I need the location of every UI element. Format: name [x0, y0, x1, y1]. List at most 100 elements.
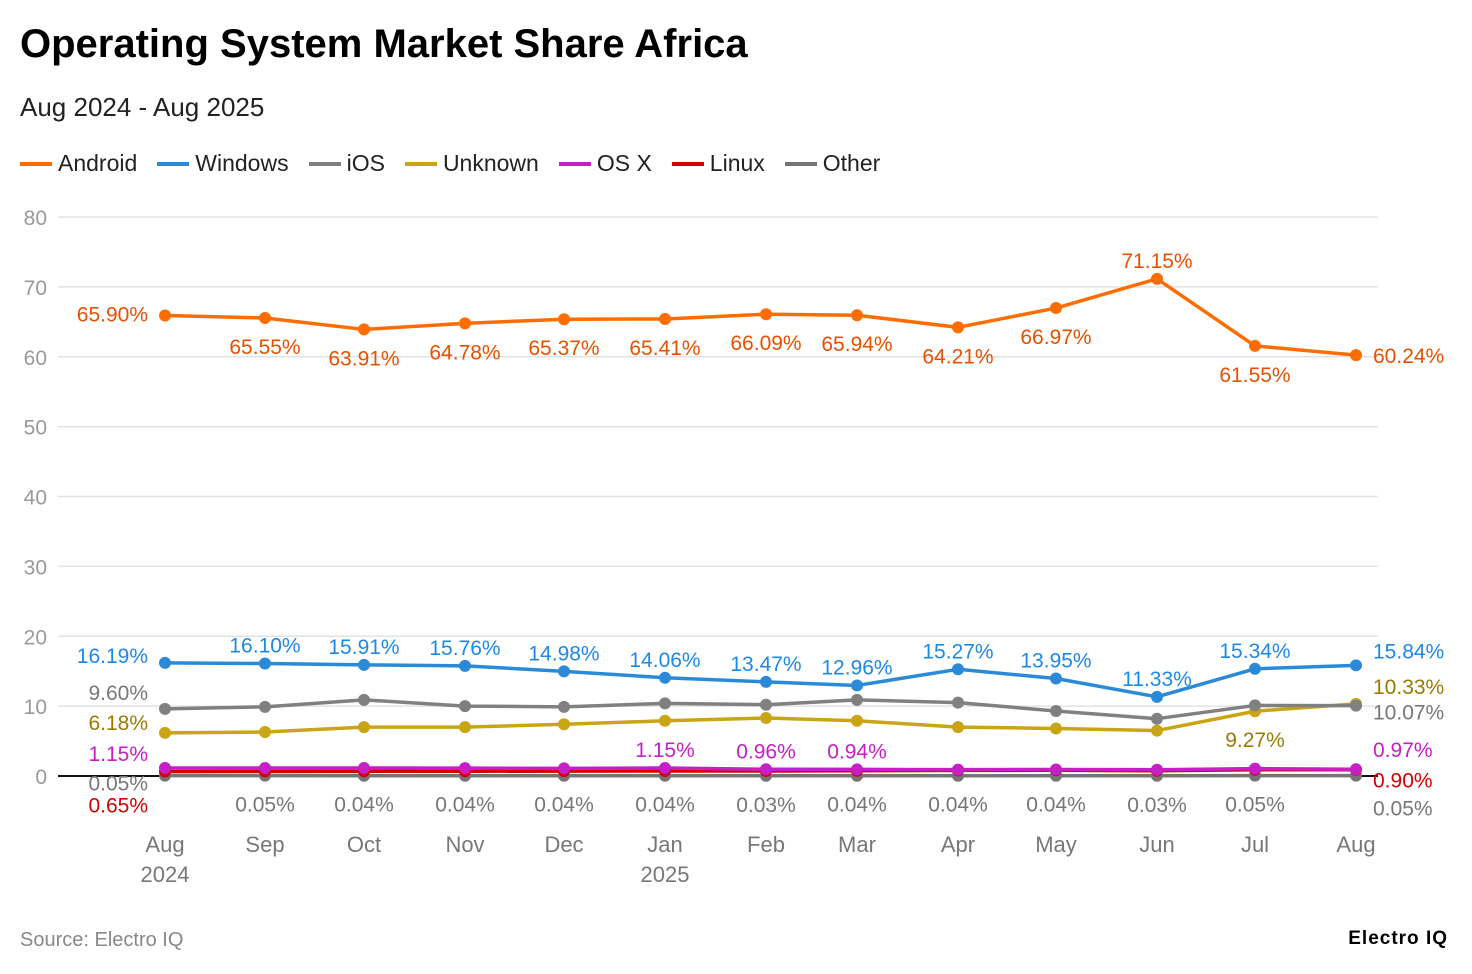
data-label: 14.98%: [528, 642, 599, 665]
source-note: Source: Electro IQ: [20, 929, 184, 951]
data-label: 0.04%: [334, 794, 394, 817]
data-label: 15.91%: [328, 636, 399, 659]
data-label: 0.96%: [736, 740, 796, 763]
legend-label: Windows: [195, 150, 289, 176]
legend-swatch: [308, 161, 341, 166]
data-point: [760, 698, 772, 711]
data-label: 15.84%: [1373, 640, 1444, 663]
legend-label: Other: [822, 150, 881, 176]
legend-label: Android: [58, 150, 138, 176]
legend-swatch: [784, 161, 817, 166]
data-label: 0.04%: [1026, 794, 1086, 817]
data-label: 66.97%: [1020, 326, 1091, 349]
data-point: [952, 663, 964, 676]
data-point: [952, 721, 964, 734]
data-label: 0.65%: [88, 794, 148, 817]
data-point: [1050, 763, 1062, 776]
data-point: [358, 761, 370, 774]
legend-label: iOS: [346, 150, 385, 176]
data-point: [659, 671, 671, 684]
data-point: [1249, 762, 1261, 775]
data-label: 1.15%: [635, 739, 695, 762]
x-tick-label: Nov: [445, 832, 484, 857]
data-point: [459, 317, 471, 330]
y-tick-label: 0: [35, 766, 47, 789]
legend-swatch: [558, 161, 591, 166]
data-point: [1050, 672, 1062, 685]
data-point: [159, 726, 171, 739]
legend-item-os-x[interactable]: OS X: [558, 150, 652, 177]
data-point: [1350, 659, 1362, 672]
x-tick-label: Jul: [1241, 832, 1269, 857]
x-tick-label: Sep: [245, 832, 284, 857]
data-label: 15.34%: [1219, 640, 1290, 663]
data-point: [1050, 302, 1062, 315]
data-point: [558, 700, 570, 713]
data-label: 0.04%: [435, 794, 495, 817]
data-point: [1249, 699, 1261, 712]
data-point: [760, 712, 772, 725]
data-point: [760, 675, 772, 688]
data-label: 15.76%: [429, 637, 500, 660]
data-label: 16.10%: [229, 635, 300, 658]
data-point: [1050, 722, 1062, 735]
data-label: 0.04%: [534, 794, 594, 817]
data-label: 61.55%: [1219, 364, 1290, 387]
data-label: 60.24%: [1373, 345, 1444, 368]
data-label: 10.33%: [1373, 676, 1444, 699]
data-point: [358, 693, 370, 706]
data-label: 65.37%: [528, 337, 599, 360]
data-label: 9.60%: [88, 682, 148, 705]
data-label: 71.15%: [1121, 250, 1192, 273]
x-tick-label: Dec: [544, 832, 583, 857]
data-point: [1249, 662, 1261, 675]
legend-item-unknown[interactable]: Unknown: [404, 150, 539, 177]
data-label: 0.05%: [88, 773, 148, 796]
data-point: [659, 697, 671, 710]
data-label: 63.91%: [328, 347, 399, 370]
data-label: 0.94%: [827, 740, 887, 763]
chart-title: Operating System Market Share Africa: [20, 22, 748, 66]
data-point: [760, 308, 772, 321]
data-point: [952, 696, 964, 709]
data-label: 65.90%: [77, 304, 148, 327]
legend-item-linux[interactable]: Linux: [671, 150, 765, 177]
data-label: 0.04%: [635, 794, 695, 817]
x-tick-label: Aug: [145, 832, 184, 857]
data-point: [159, 309, 171, 322]
data-label: 0.97%: [1373, 739, 1433, 762]
data-point: [760, 763, 772, 776]
data-label: 65.55%: [229, 336, 300, 359]
x-tick-label: Feb: [747, 832, 785, 857]
x-tick-label: 2025: [641, 862, 690, 887]
data-point: [159, 702, 171, 715]
legend-item-other[interactable]: Other: [784, 150, 881, 177]
brand-logo: Electro IQ: [1348, 928, 1448, 949]
data-point: [459, 762, 471, 775]
data-label: 0.03%: [1127, 794, 1187, 817]
data-point: [259, 761, 271, 774]
data-label: 11.33%: [1122, 668, 1192, 691]
data-point: [851, 693, 863, 706]
data-point: [1151, 712, 1163, 725]
data-point: [659, 714, 671, 727]
legend-item-android[interactable]: Android: [20, 150, 137, 177]
data-label: 0.05%: [1225, 794, 1285, 817]
data-point: [558, 313, 570, 326]
x-tick-label: May: [1035, 832, 1077, 857]
data-label: 65.41%: [629, 337, 700, 360]
data-label: 14.06%: [629, 649, 700, 672]
x-tick-label: Jan: [647, 832, 682, 857]
chart-subtitle: Aug 2024 - Aug 2025: [20, 92, 265, 122]
legend-item-ios[interactable]: iOS: [308, 150, 385, 177]
y-tick-label: 10: [24, 696, 47, 719]
data-label: 0.05%: [235, 794, 295, 817]
legend-swatch: [157, 161, 190, 166]
data-point: [358, 323, 370, 336]
y-tick-label: 40: [24, 487, 47, 510]
y-tick-label: 50: [24, 417, 47, 440]
legend-item-windows[interactable]: Windows: [157, 150, 289, 177]
legend-label: Linux: [709, 150, 765, 176]
